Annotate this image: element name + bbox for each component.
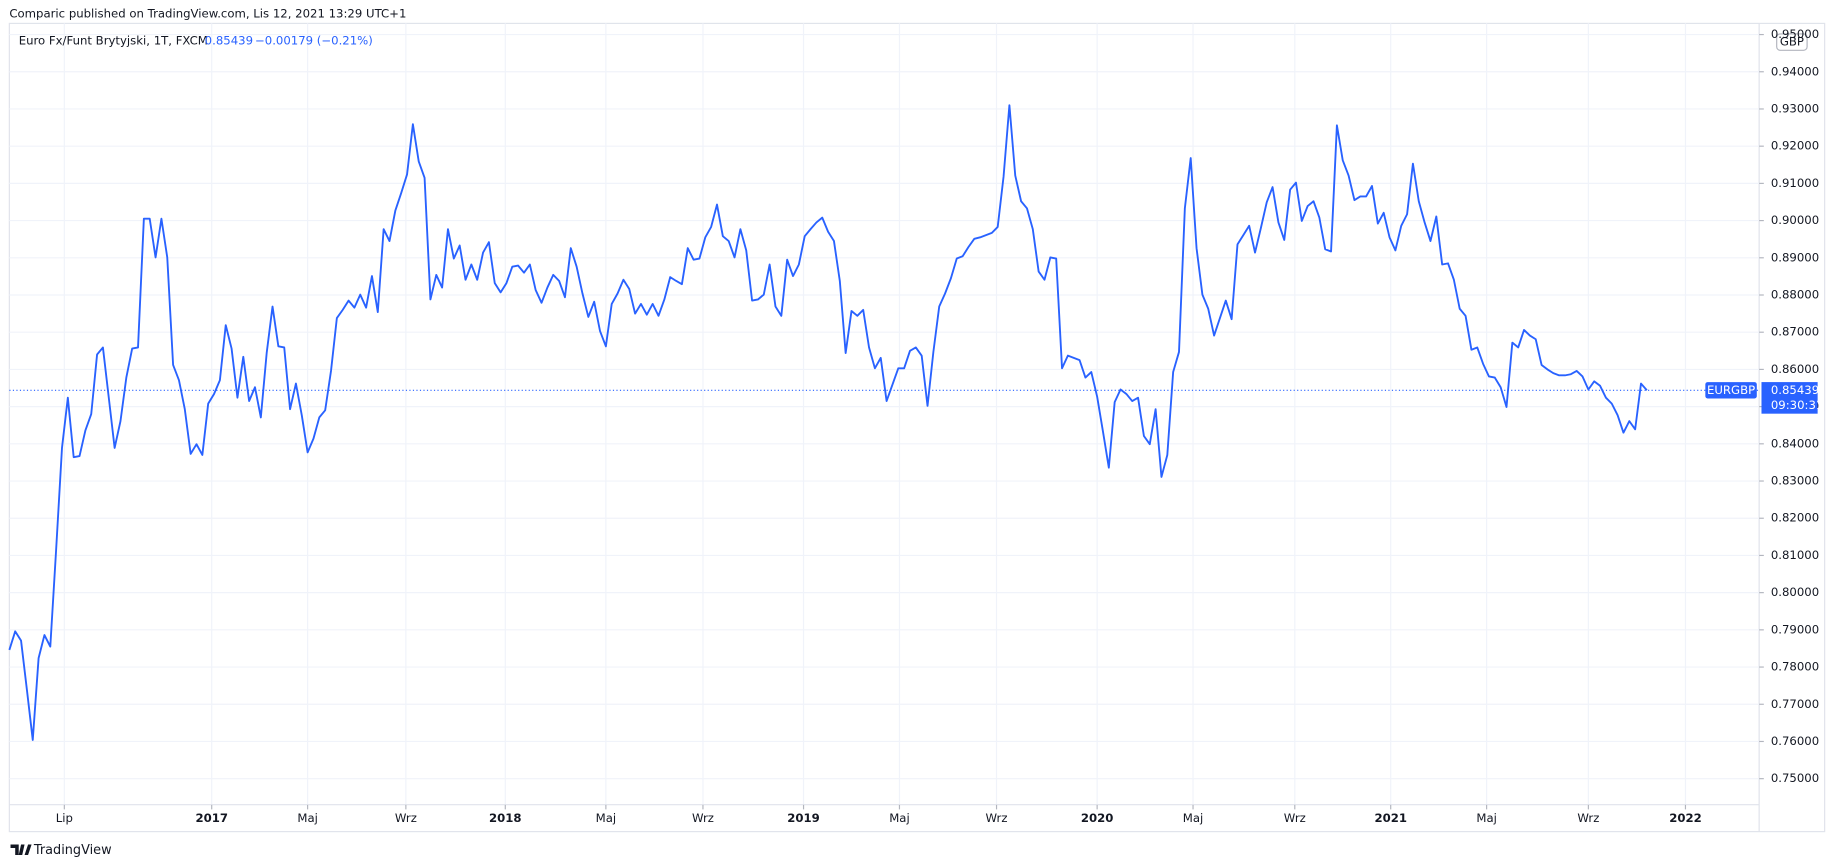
footer-logo	[10, 844, 32, 856]
y-tick-label: 0.94000	[1771, 64, 1819, 78]
grid	[9, 23, 1760, 805]
y-tick-label: 0.77000	[1771, 697, 1819, 711]
y-tick-label: 0.93000	[1771, 101, 1819, 115]
y-tick-label: 0.91000	[1771, 176, 1819, 190]
x-tick-label: 2018	[489, 811, 522, 825]
y-tick-label: 0.89000	[1771, 250, 1819, 264]
currency-label[interactable]: GBP	[1780, 35, 1804, 49]
x-tick-label: 2019	[787, 811, 820, 825]
x-tick-label: 2017	[195, 811, 228, 825]
plot	[8, 104, 1760, 741]
symbol-tag	[1705, 382, 1757, 399]
y-tick-label: 0.78000	[1771, 660, 1819, 674]
x-tick-label: Maj	[889, 811, 910, 825]
y-tick-label: 0.83000	[1771, 474, 1819, 488]
price-line	[8, 104, 1648, 741]
x-tick-label: 2021	[1374, 811, 1407, 825]
y-tick-label: 0.95000	[1771, 27, 1819, 41]
x-tick-label: Maj	[1476, 811, 1497, 825]
x-tick-label: Wrz	[692, 811, 714, 825]
x-tick-label: Wrz	[986, 811, 1008, 825]
y-tick-label: 0.84000	[1771, 436, 1819, 450]
x-tick-label: 2022	[1669, 811, 1702, 825]
y-tick-label: 0.80000	[1771, 585, 1819, 599]
symbol-tag-label: EURGBP	[1707, 383, 1755, 397]
symbol-title: Euro Fx/Funt Brytyjski, 1T, FXCM	[19, 33, 208, 47]
x-tick-label: Wrz	[395, 811, 417, 825]
chart-frame	[8, 22, 1826, 833]
x-tick-label: Maj	[297, 811, 318, 825]
y-tick-label: 0.79000	[1771, 622, 1819, 636]
x-tick-label: Maj	[596, 811, 617, 825]
y-tick-label: 0.76000	[1771, 734, 1819, 748]
y-tick-label: 0.82000	[1771, 511, 1819, 525]
x-tick-label: Wrz	[1284, 811, 1306, 825]
legend-change: −0.00179 (−0.21%)	[255, 33, 373, 47]
y-tick-label: 0.90000	[1771, 213, 1819, 227]
y-tick-label: 0.88000	[1771, 287, 1819, 301]
logo-mark	[10, 844, 32, 856]
y-tick-label: 0.81000	[1771, 548, 1819, 562]
published-note: Comparic published on TradingView.com, L…	[9, 7, 406, 21]
x-tick-label: Wrz	[1577, 811, 1599, 825]
price-tag-value: 0.85439	[1771, 383, 1819, 397]
y-tick-label: 0.87000	[1771, 325, 1819, 339]
y-tick-label: 0.86000	[1771, 362, 1819, 376]
legend-last-value: 0.85439	[205, 33, 253, 47]
y-tick-label: 0.75000	[1771, 771, 1819, 785]
y-tick-label: 0.92000	[1771, 139, 1819, 153]
price-tag	[1761, 382, 1818, 414]
x-tick-label: Lip	[56, 811, 73, 825]
x-tick-label: Maj	[1183, 811, 1204, 825]
footer-brand: TradingView	[33, 843, 112, 858]
currency-box[interactable]	[1776, 33, 1808, 51]
price-tag-countdown: 09:30:31	[1771, 398, 1824, 412]
x-tick-label: 2020	[1081, 811, 1114, 825]
